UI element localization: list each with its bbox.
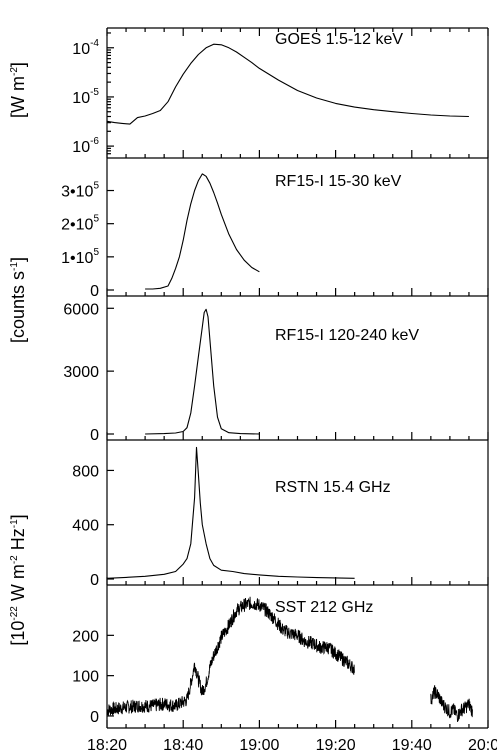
panel-title: RF15-I 15-30 keV bbox=[275, 173, 402, 190]
y-tick-label: 2•105 bbox=[61, 214, 99, 234]
y-tick-label: 1•105 bbox=[61, 247, 99, 267]
panel-rstn: 800 400 0 RSTN 15.4 GHz bbox=[72, 440, 489, 589]
series-line-sst-1 bbox=[430, 685, 473, 722]
x-tick-label: 19:20 bbox=[316, 737, 356, 754]
y-tick-label: 10-5 bbox=[72, 87, 99, 107]
panel-rf15_high: 6000 3000 0 RF15-I 120-240 keV bbox=[63, 296, 489, 444]
x-tick-label: 20:00 bbox=[468, 737, 497, 754]
y-tick-label: 3•105 bbox=[61, 181, 99, 201]
x-tick-label: 18:40 bbox=[163, 737, 203, 754]
x-tick-label: 19:00 bbox=[239, 737, 279, 754]
panel-title: RSTN 15.4 GHz bbox=[275, 479, 391, 496]
y-tick-label: 200 bbox=[72, 628, 99, 645]
series-line-goes-0 bbox=[106, 43, 469, 125]
y-tick-label: 10-4 bbox=[72, 38, 99, 58]
y-tick-label: 0 bbox=[90, 572, 99, 589]
series-line-rf15_low-0 bbox=[145, 173, 260, 290]
time-axis: 18:20 18:40 19:00 19:20 19:40 20:00 bbox=[87, 28, 497, 754]
panel-rf15_low: 3•105 2•105 1•105 0 RF15-I 15-30 keV bbox=[61, 158, 489, 300]
x-tick-label: 18:20 bbox=[87, 737, 127, 754]
y-tick-label: 0 bbox=[90, 709, 99, 726]
panel-title: RF15-I 120-240 keV bbox=[275, 327, 419, 344]
panel-goes: 10-4 10-5 10-6 GOES 1.5-12 keV bbox=[72, 27, 489, 159]
y-tick-label: 0 bbox=[90, 427, 99, 444]
ylabel-counts-units: [counts s-1] bbox=[8, 257, 28, 343]
chart-panels: 10-4 10-5 10-6 GOES 1.5-12 keV 3•105 2•105 1•1… bbox=[61, 27, 489, 729]
y-tick-label: 6000 bbox=[63, 301, 99, 318]
series-line-sst-0 bbox=[106, 596, 355, 716]
ylabel-flux-units: [10-22 W m-2 Hz-1] bbox=[8, 514, 28, 645]
series-line-rstn-0 bbox=[106, 446, 355, 579]
x-tick-label: 19:40 bbox=[392, 737, 432, 754]
panel-title: SST 212 GHz bbox=[275, 599, 373, 616]
panel-title: GOES 1.5-12 keV bbox=[275, 31, 403, 48]
series-line-rf15_high-0 bbox=[145, 308, 260, 435]
y-tick-label: 400 bbox=[72, 518, 99, 535]
y-tick-label: 100 bbox=[72, 669, 99, 686]
ylabel-goes-units: [W m-2] bbox=[8, 62, 28, 118]
y-tick-label: 0 bbox=[90, 283, 99, 300]
y-tick-label: 10-6 bbox=[72, 136, 99, 156]
y-tick-label: 3000 bbox=[63, 364, 99, 381]
panel-sst: 200 100 0 SST 212 GHz bbox=[72, 585, 489, 729]
y-tick-label: 800 bbox=[72, 463, 99, 480]
